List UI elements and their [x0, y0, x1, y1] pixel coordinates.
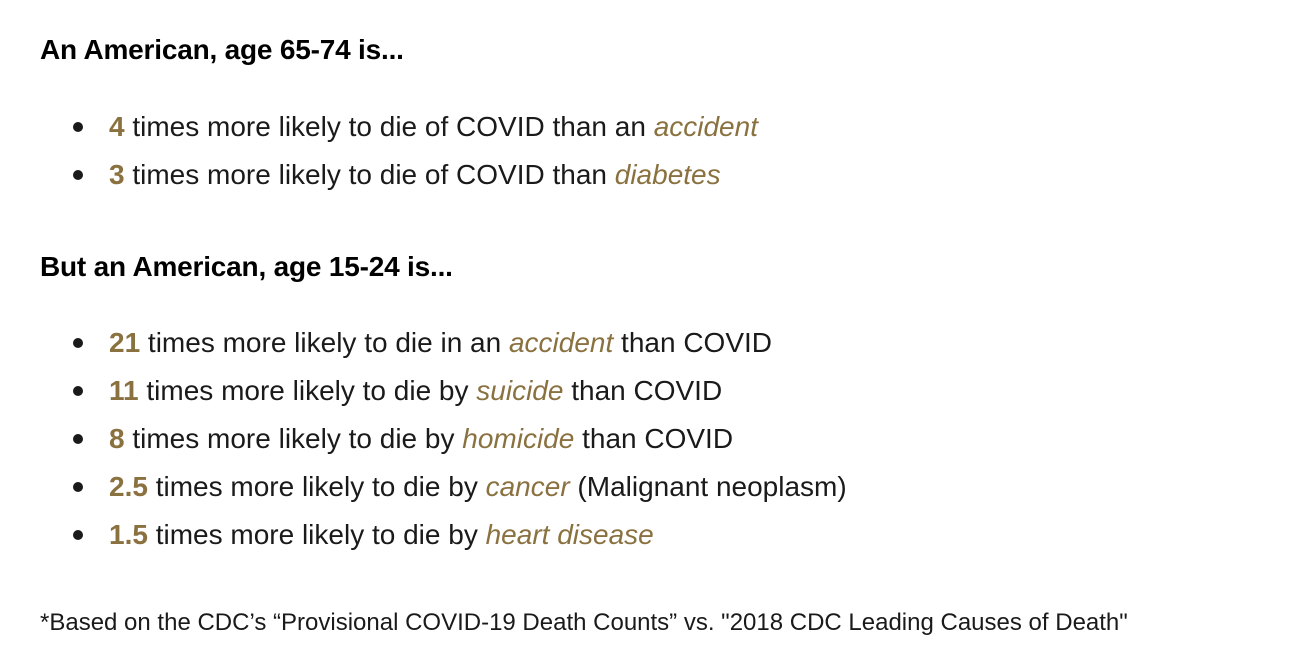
stat-number: 3: [109, 159, 125, 190]
bullet-icon: [73, 434, 83, 444]
stat-text: times more likely to die of COVID than a…: [124, 111, 654, 142]
stat-text-suffix: than COVID: [563, 375, 723, 406]
bullet-icon: [73, 170, 83, 180]
list-item-text: 11 times more likely to die by suicide t…: [109, 374, 722, 408]
stat-text: times more likely to die in an: [140, 327, 509, 358]
cause-of-death: cancer: [485, 471, 570, 502]
section-heading-age-15-24: But an American, age 15-24 is...: [40, 251, 453, 282]
bullet-icon: [73, 482, 83, 492]
cause-of-death: suicide: [476, 375, 564, 406]
stat-text-suffix: than COVID: [574, 423, 734, 454]
stat-number: 21: [109, 327, 141, 358]
stat-number: 4: [109, 111, 125, 142]
list-item-text: 8 times more likely to die by homicide t…: [109, 422, 733, 456]
list-item-text: 21 times more likely to die in an accide…: [109, 326, 772, 360]
list-item-text: 2.5 times more likely to die by cancer (…: [109, 470, 847, 504]
stat-number: 2.5: [109, 471, 148, 502]
cause-of-death: diabetes: [614, 159, 721, 190]
list-item-text: 3 times more likely to die of COVID than…: [109, 158, 721, 192]
stat-text-suffix: (Malignant neoplasm): [569, 471, 847, 502]
bullet-icon: [73, 338, 83, 348]
cause-of-death: accident: [508, 327, 614, 358]
list-item-text: 1.5 times more likely to die by heart di…: [109, 518, 654, 552]
cause-of-death: accident: [653, 111, 758, 142]
stat-text-suffix: than COVID: [613, 327, 772, 358]
list-item-text: 4 times more likely to die of COVID than…: [109, 110, 758, 144]
section-heading-age-65-74: An American, age 65-74 is...: [40, 34, 404, 65]
bullet-icon: [73, 530, 83, 540]
stat-text: times more likely to die of COVID than: [124, 159, 615, 190]
bullet-icon: [73, 122, 83, 132]
source-footnote: *Based on the CDC’s “Provisional COVID-1…: [40, 609, 1128, 636]
stat-text: times more likely to die by: [124, 423, 463, 454]
stat-text: times more likely to die by: [147, 519, 486, 550]
stat-number: 1.5: [109, 519, 148, 550]
cause-of-death: homicide: [462, 423, 575, 454]
cause-of-death: heart disease: [485, 519, 654, 550]
stat-text: times more likely to die by: [147, 471, 486, 502]
bullet-icon: [73, 386, 83, 396]
stat-number: 8: [109, 423, 125, 454]
stat-text: times more likely to die by: [138, 375, 477, 406]
stat-number: 11: [109, 375, 139, 406]
